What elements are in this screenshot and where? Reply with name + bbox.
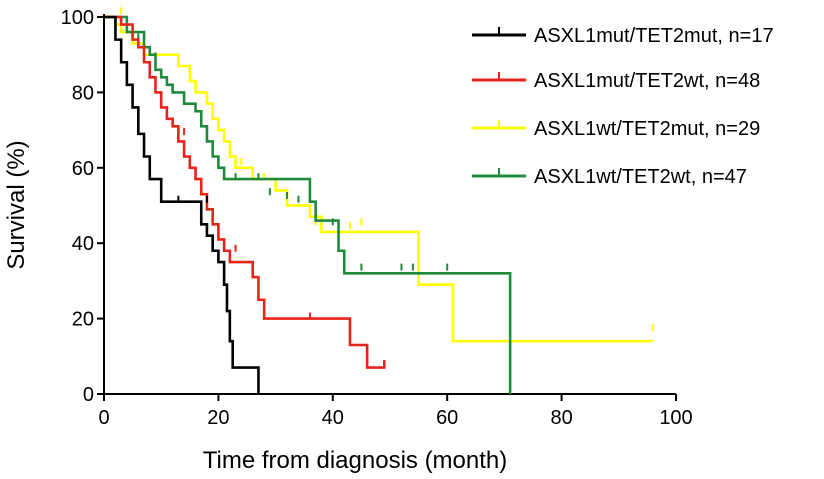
axes xyxy=(103,14,676,395)
y-tick-label: 80 xyxy=(72,82,94,104)
y-tick-label: 40 xyxy=(72,233,94,255)
y-axis-title: Survival (%) xyxy=(3,140,30,269)
series-line xyxy=(104,15,260,394)
legend-label: ASXL1wt/TET2mut, n=29 xyxy=(534,118,760,140)
y-tick-label: 20 xyxy=(72,309,94,331)
x-tick-label: 60 xyxy=(436,407,458,429)
legend: ASXL1mut/TET2mut, n=17 ASXL1mut/TET2wt, n… xyxy=(472,25,774,188)
series-line xyxy=(104,15,512,394)
x-axis-title: Time from diagnosis (month) xyxy=(203,447,508,474)
x-tick-label: 20 xyxy=(207,407,229,429)
y-tick-label: 100 xyxy=(61,7,94,29)
y-tick-label: 60 xyxy=(72,158,94,180)
x-tick-label: 0 xyxy=(98,407,109,429)
series-1 xyxy=(104,15,386,369)
x-tick-label: 100 xyxy=(659,407,692,429)
legend-label: ASXL1wt/TET2wt, n=47 xyxy=(534,166,747,188)
x-tick-label: 80 xyxy=(550,407,572,429)
series-3 xyxy=(104,15,512,394)
series-layer xyxy=(104,7,655,394)
legend-label: ASXL1mut/TET2wt, n=48 xyxy=(534,70,760,92)
y-ticks: 0 20 40 60 80 100 xyxy=(61,7,104,406)
y-tick-label: 0 xyxy=(83,384,94,406)
x-ticks: 0 20 40 60 80 100 xyxy=(98,394,693,429)
legend-entry: ASXL1mut/TET2mut, n=17 xyxy=(472,25,774,47)
x-tick-label: 40 xyxy=(322,407,344,429)
series-line xyxy=(104,15,386,369)
legend-entry: ASXL1mut/TET2wt, n=48 xyxy=(472,70,760,92)
legend-entry: ASXL1wt/TET2wt, n=47 xyxy=(472,166,747,188)
legend-entry: ASXL1wt/TET2mut, n=29 xyxy=(472,118,760,140)
series-0 xyxy=(104,15,260,394)
legend-label: ASXL1mut/TET2mut, n=17 xyxy=(534,25,774,47)
